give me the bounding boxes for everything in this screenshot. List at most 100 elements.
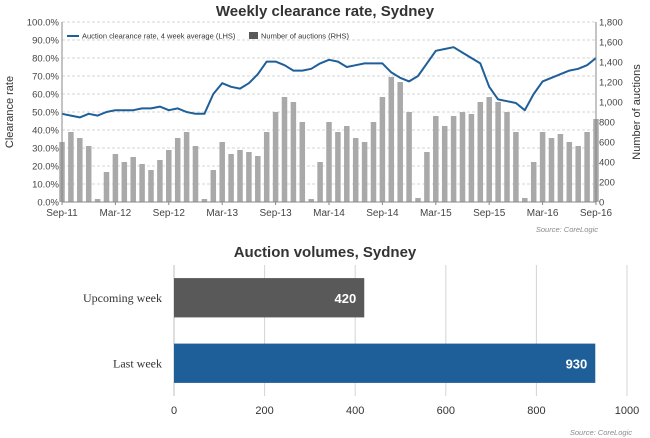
right-tick-label: 600: [599, 138, 615, 149]
auction-count-bar: [441, 126, 448, 202]
auction-count-bar: [539, 132, 546, 202]
auction-count-bar: [139, 164, 145, 202]
bottom-x-tick-label: 0: [171, 405, 177, 417]
volume-bar: [174, 278, 365, 318]
legend-bar-swatch: [249, 32, 258, 39]
left-tick-label: 10.0%: [32, 180, 59, 191]
auction-count-bar: [548, 138, 555, 202]
right-tick-label: 1,400: [599, 58, 623, 69]
top-x-tick-label: Sep-16: [580, 208, 613, 219]
category-label: Last week: [113, 356, 162, 370]
auction-count-bar: [477, 102, 484, 202]
right-tick-label: 200: [599, 178, 615, 189]
auction-count-bar: [148, 170, 154, 202]
auction-count-bar: [174, 138, 181, 202]
auction-volumes-chart: Auction volumes, Sydney 420 930 Upcoming …: [83, 244, 639, 437]
auction-count-bar: [335, 132, 341, 202]
auction-count-bar: [237, 150, 243, 202]
auction-count-bar: [424, 152, 430, 202]
auction-count-bar: [219, 142, 225, 202]
auction-count-bar: [406, 112, 412, 202]
auction-count-bar: [397, 82, 403, 202]
auction-count-bar: [103, 172, 110, 202]
auction-count-bar: [121, 162, 128, 202]
auction-count-bar: [513, 132, 519, 202]
auction-count-bar: [352, 138, 359, 202]
auction-count-bar: [68, 132, 74, 202]
top-x-tick-label: Mar-16: [527, 208, 559, 219]
top-source-note: Source: CoreLogic: [536, 225, 598, 234]
left-tick-label: 70.0%: [32, 72, 59, 83]
bottom-x-tick-label: 1000: [615, 405, 639, 417]
auction-count-bar: [130, 157, 136, 202]
top-x-tick-label: Sep-11: [46, 208, 78, 219]
auction-count-bar: [361, 142, 368, 202]
top-x-tick-label: Mar-14: [313, 208, 345, 219]
top-legend: Auction clearance rate, 4 week average (…: [67, 32, 349, 41]
right-tick-label: 0: [599, 198, 604, 209]
auction-count-bar: [530, 162, 537, 202]
auction-count-bar: [94, 199, 101, 202]
auction-count-bar: [85, 146, 92, 202]
auction-count-bar: [299, 122, 306, 202]
clearance-rate-line: [61, 46, 597, 119]
auction-count-bar: [495, 102, 501, 202]
right-axis-label: Number of auctions: [631, 64, 643, 160]
left-tick-label: 90.0%: [32, 36, 59, 47]
auction-count-bar: [77, 138, 83, 202]
top-x-tick-label: Mar-13: [206, 208, 238, 219]
top-x-tick-label: Mar-15: [420, 208, 452, 219]
top-x-tick-label: Sep-13: [259, 208, 292, 219]
bottom-x-tick-label: 600: [437, 405, 455, 417]
left-tick-label: 20.0%: [32, 162, 59, 173]
auction-count-bar: [504, 112, 510, 202]
auction-count-bar: [450, 116, 457, 202]
auction-count-bar: [575, 146, 581, 202]
auction-count-bar: [246, 152, 252, 202]
auction-count-bar: [522, 198, 528, 202]
auction-count-bar: [183, 132, 190, 202]
auction-count-bar: [201, 199, 208, 202]
top-x-tick-label: Mar-12: [100, 208, 132, 219]
auction-count-bar: [459, 112, 466, 202]
auction-count-bar: [326, 122, 332, 202]
volume-data-label: 420: [335, 291, 357, 306]
right-tick-label: 400: [599, 158, 615, 169]
category-label: Upcoming week: [83, 291, 162, 305]
auction-count-bar: [308, 199, 314, 202]
auction-count-bar: [486, 97, 492, 202]
top-chart-title: Weekly clearance rate, Sydney: [216, 3, 435, 20]
left-tick-label: 0.0%: [37, 198, 59, 209]
bottom-x-tick-label: 400: [346, 405, 364, 417]
auction-count-bar: [166, 150, 172, 202]
legend-entry-clearance: Auction clearance rate, 4 week average (…: [82, 32, 236, 41]
auction-count-bar: [263, 132, 270, 202]
volume-bar: [174, 343, 596, 383]
auction-count-bar: [344, 126, 350, 202]
bottom-chart-title: Auction volumes, Sydney: [234, 244, 417, 261]
bottom-source-note: Source: CoreLogic: [570, 428, 632, 437]
left-tick-label: 100.0%: [27, 18, 60, 29]
auction-count-bar: [557, 134, 564, 202]
auction-count-bar: [112, 154, 119, 202]
left-tick-label: 60.0%: [32, 90, 59, 101]
top-x-tick-label: Sep-15: [473, 208, 506, 219]
auction-count-bar: [584, 132, 590, 202]
weekly-clearance-chart: Weekly clearance rate, Sydney 0.0% 10.0% 2…: [4, 3, 643, 234]
left-tick-label: 50.0%: [32, 108, 59, 119]
right-tick-label: 1,200: [599, 78, 623, 89]
auction-count-bar: [281, 97, 288, 202]
auction-count-bar: [468, 114, 475, 202]
right-tick-label: 1,800: [599, 18, 623, 29]
right-tick-label: 1,000: [599, 98, 623, 109]
auction-count-bar: [255, 156, 261, 202]
auction-count-bar: [388, 77, 395, 202]
auction-count-bar: [379, 97, 386, 202]
right-tick-label: 800: [599, 118, 615, 129]
auction-count-bar: [317, 162, 323, 202]
auction-count-bar: [433, 116, 439, 202]
top-x-tick-label: Sep-14: [366, 208, 399, 219]
auction-count-bar: [415, 198, 421, 202]
left-axis-label: Clearance rate: [4, 76, 16, 148]
left-tick-label: 80.0%: [32, 54, 59, 65]
